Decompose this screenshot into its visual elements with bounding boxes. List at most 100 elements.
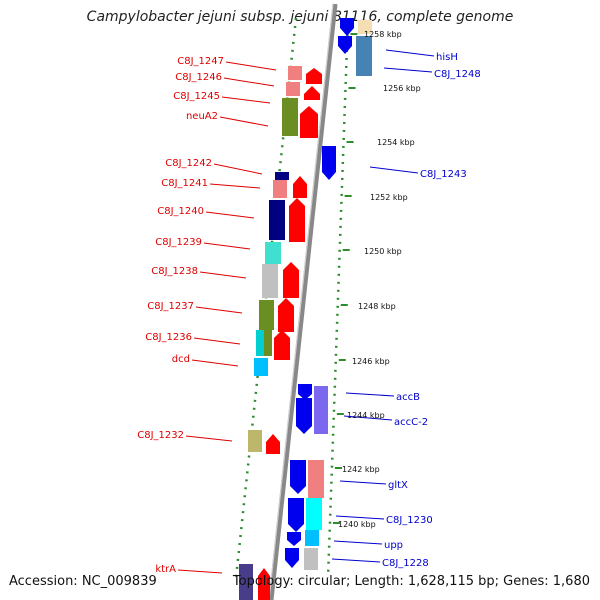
scale-label: 1244 kbp	[347, 411, 385, 420]
gene-label-C8J_1232[interactable]: C8J_1232	[137, 430, 184, 441]
gene-label-C8J_1247[interactable]: C8J_1247	[177, 56, 224, 67]
cog-block	[356, 36, 372, 76]
label-leader	[185, 435, 233, 442]
gene-label-C8J_1243[interactable]: C8J_1243	[420, 169, 467, 180]
right-gene-labels: hisH C8J_1248 C8J_1243 accB accC-2 gltX …	[331, 49, 481, 569]
cog-block	[269, 200, 285, 240]
cog-block	[259, 300, 274, 330]
forward-gene-arrow	[278, 298, 294, 332]
forward-gene-arrow	[300, 106, 318, 138]
label-leader	[219, 116, 269, 127]
label-leader	[193, 337, 241, 345]
scale-label: 1242 kbp	[342, 465, 380, 474]
cog-block	[288, 66, 302, 80]
gene-label-C8J_1239[interactable]: C8J_1239	[155, 237, 202, 248]
reverse-gene-arrow	[290, 460, 306, 494]
label-leader	[205, 211, 255, 219]
forward-strand-genes	[258, 68, 322, 600]
forward-gene-arrow	[258, 568, 270, 600]
gene-label-hisH[interactable]: hisH	[436, 52, 458, 63]
label-leader	[331, 558, 381, 563]
label-leader	[223, 77, 275, 87]
gene-label-C8J_1237[interactable]: C8J_1237	[147, 301, 194, 312]
label-leader	[177, 569, 223, 574]
cog-blocks	[239, 20, 372, 600]
scale-label: 1240 kbp	[338, 520, 376, 529]
gene-label-C8J_1238[interactable]: C8J_1238	[151, 266, 198, 277]
label-leader	[343, 415, 393, 421]
cog-block	[306, 498, 322, 530]
reverse-gene-arrow	[287, 532, 301, 546]
scale-labels: 1258 kbp 1256 kbp 1254 kbp 1252 kbp 1250…	[338, 30, 421, 529]
label-leader	[339, 480, 387, 485]
gene-label-dcd[interactable]: dcd	[172, 354, 190, 365]
scale-label: 1256 kbp	[383, 84, 421, 93]
genome-backbone	[268, 3, 338, 600]
gene-label-gltX[interactable]: gltX	[388, 480, 408, 491]
label-leader	[383, 67, 433, 73]
reverse-gene-arrow	[322, 146, 336, 180]
cog-block	[256, 330, 264, 356]
cog-block	[358, 20, 372, 34]
label-leader	[369, 166, 419, 174]
cog-block	[254, 358, 268, 376]
cog-block	[265, 242, 281, 264]
reverse-gene-arrow	[285, 548, 299, 568]
gene-label-C8J_1228[interactable]: C8J_1228	[382, 558, 429, 569]
gene-label-accC-2[interactable]: accC-2	[394, 417, 428, 428]
cog-block	[248, 430, 262, 452]
forward-gene-arrow	[266, 434, 280, 454]
cog-block	[286, 82, 300, 96]
gene-label-accB[interactable]: accB	[396, 392, 420, 403]
forward-gene-arrow	[293, 176, 307, 198]
gene-label-C8J_1240[interactable]: C8J_1240	[157, 206, 204, 217]
cog-block	[314, 386, 328, 434]
label-leader	[213, 163, 263, 175]
genome-backbone-highlight	[268, 3, 334, 600]
cog-block	[273, 180, 287, 198]
label-leader	[385, 49, 435, 57]
scale-label: 1258 kbp	[364, 30, 402, 39]
label-leader	[209, 183, 261, 189]
cog-block	[262, 264, 278, 298]
gene-label-ktrA[interactable]: ktrA	[155, 564, 176, 575]
accession-label: Accession: NC_009839	[9, 574, 157, 589]
forward-gene-arrow	[283, 262, 299, 298]
scale-label: 1252 kbp	[370, 193, 408, 202]
cog-block	[304, 548, 318, 570]
forward-gene-arrow	[289, 198, 305, 242]
gene-label-C8J_1246[interactable]: C8J_1246	[175, 72, 222, 83]
reverse-gene-arrow	[296, 398, 312, 434]
reverse-gene-arrow	[338, 36, 352, 54]
gene-label-C8J_1236[interactable]: C8J_1236	[145, 332, 192, 343]
reverse-gene-arrow	[298, 384, 312, 400]
label-leader	[221, 96, 271, 104]
gene-label-upp[interactable]: upp	[384, 540, 403, 551]
cog-block	[239, 564, 253, 600]
gene-label-neuA2[interactable]: neuA2	[186, 111, 218, 122]
label-leader	[191, 359, 239, 367]
scale-label: 1246 kbp	[352, 357, 390, 366]
cog-block	[308, 460, 324, 498]
label-leader	[199, 271, 247, 279]
scale-label: 1254 kbp	[377, 138, 415, 147]
label-leader	[333, 540, 383, 545]
gene-label-C8J_1245[interactable]: C8J_1245	[173, 91, 220, 102]
label-leader	[335, 515, 385, 520]
label-leader	[195, 306, 243, 314]
outer-ring-right-dots	[326, 17, 350, 579]
gene-label-C8J_1230[interactable]: C8J_1230	[386, 515, 433, 526]
gene-label-C8J_1248[interactable]: C8J_1248	[434, 69, 481, 80]
gene-label-C8J_1241[interactable]: C8J_1241	[161, 178, 208, 189]
scale-label: 1250 kbp	[364, 247, 402, 256]
label-leader	[345, 392, 395, 397]
gene-label-C8J_1242[interactable]: C8J_1242	[165, 158, 212, 169]
left-gene-labels: C8J_1247 C8J_1246 C8J_1245 neuA2 C8J_124…	[137, 56, 277, 575]
cog-block	[275, 172, 289, 180]
map-title: Campylobacter jejuni subsp. jejuni 81116…	[86, 9, 514, 25]
forward-gene-arrow	[304, 86, 320, 100]
reverse-gene-arrow	[288, 498, 304, 532]
scale-label: 1248 kbp	[358, 302, 396, 311]
forward-gene-arrow	[274, 330, 290, 360]
